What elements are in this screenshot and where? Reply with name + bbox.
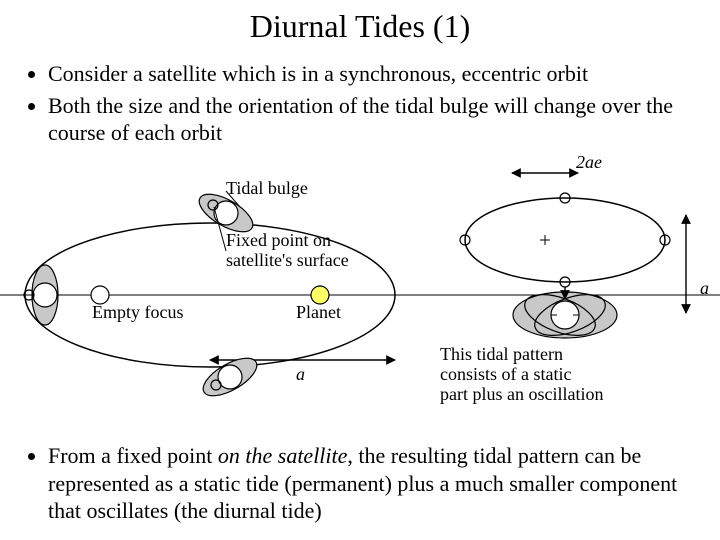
label-tidal-bulge: Tidal bulge <box>226 179 308 199</box>
label-fixed-point: Fixed point onsatellite's surface <box>226 231 349 271</box>
label-a-left: a <box>296 365 305 385</box>
top-bullets: Consider a satellite which is in a synch… <box>20 60 700 151</box>
bullet-item: From a fixed point on the satellite, the… <box>48 442 700 525</box>
diagram-area: Tidal bulge Fixed point onsatellite's su… <box>0 155 720 435</box>
bottom-bullets: From a fixed point on the satellite, the… <box>20 442 700 529</box>
label-planet: Planet <box>296 303 341 323</box>
bullet-item: Both the size and the orientation of the… <box>48 92 700 147</box>
page-title: Diurnal Tides (1) <box>0 8 720 45</box>
label-empty-focus: Empty focus <box>92 303 184 323</box>
label-2ae: 2ae <box>576 153 602 173</box>
label-a-right: a <box>700 279 709 299</box>
label-pattern-note: This tidal patternconsists of a staticpa… <box>440 345 670 404</box>
bullet-item: Consider a satellite which is in a synch… <box>48 60 700 88</box>
